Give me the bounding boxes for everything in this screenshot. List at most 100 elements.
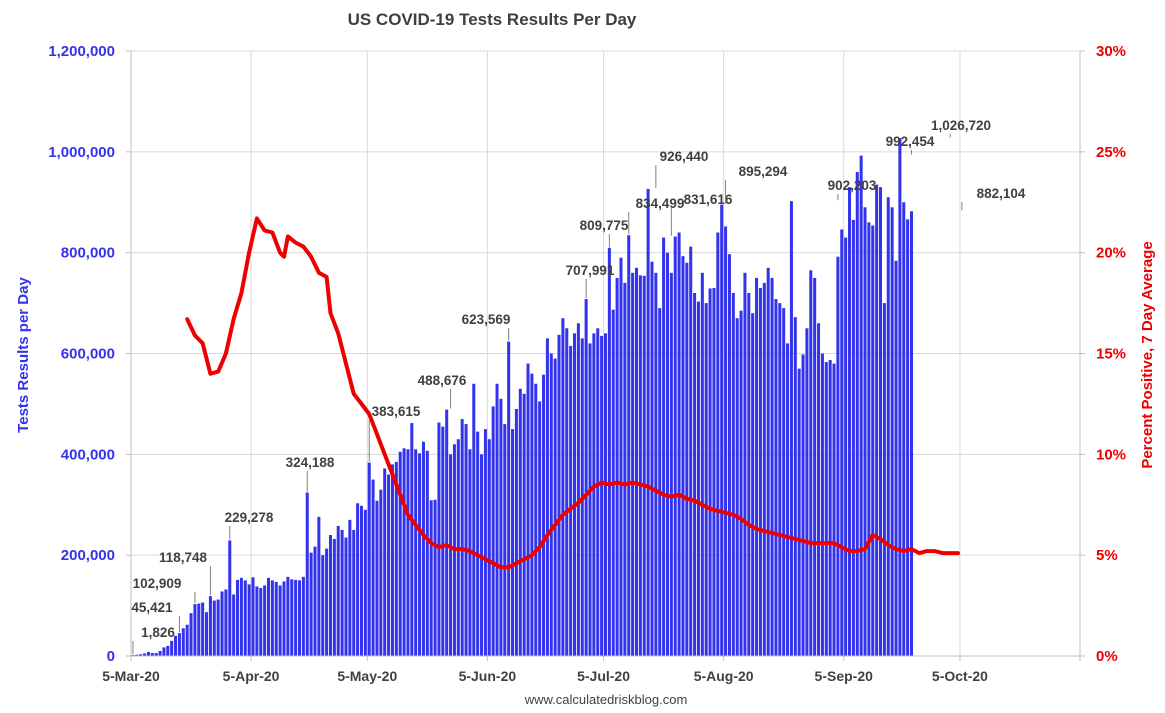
bar [301,576,305,656]
bar [638,275,642,656]
x-tick-label: 5-Sep-20 [815,668,874,684]
bar [727,254,731,656]
y-tick-label-right: 30% [1096,43,1126,60]
source-credit: www.calculatedriskblog.com [524,692,688,707]
bar [755,277,759,656]
bar [538,401,542,656]
bar [553,358,557,656]
bar [646,188,650,656]
bar [212,600,216,656]
bar [476,431,480,656]
bar [181,628,185,656]
bar [677,232,681,656]
bar [317,516,321,656]
bar [185,624,189,656]
bar [747,293,751,656]
x-tick-label: 5-Mar-20 [102,668,160,684]
bar [696,301,700,656]
x-tick-label: 5-Jul-20 [577,668,630,684]
bar [909,211,914,656]
bar [383,468,387,656]
bar [177,633,181,656]
bar [348,519,352,656]
bar [619,257,623,656]
bar [820,353,824,656]
annotation-label: 45,421 [131,600,173,615]
bar [511,429,515,656]
y-tick-label-right: 25% [1096,144,1126,161]
bar [871,225,875,657]
y-tick-label-right: 15% [1096,346,1126,363]
bar [859,155,863,657]
bar [762,282,766,656]
bar [290,579,294,656]
bar [344,537,348,656]
annotation-label: 902,203 [828,178,877,193]
bar [236,579,240,656]
bar [220,591,224,656]
bar [309,552,313,656]
bar [507,341,511,656]
bar [495,383,499,656]
bar [627,235,631,656]
y-tick-label-left: 600,000 [61,346,115,363]
bar [297,580,302,656]
bar [278,585,282,656]
x-tick-label: 5-Aug-20 [694,668,754,684]
bar [146,651,150,656]
bar [174,635,178,656]
bar [751,313,755,656]
bar [332,539,336,656]
bar [596,328,600,656]
bar [514,408,518,656]
bar [208,596,212,656]
bar [724,226,728,656]
bar [356,503,360,656]
bar [658,308,662,656]
bar [449,454,453,656]
bar [445,409,449,656]
bar [328,535,332,656]
bar [565,328,569,656]
bar [197,603,201,656]
y-tick-label-left: 1,200,000 [48,43,115,60]
bar [418,453,422,656]
bar [813,277,817,656]
bar [786,343,790,656]
bar [797,368,801,656]
bar [503,424,507,656]
annotation-label: 895,294 [739,164,788,179]
bar [352,529,356,656]
bar [367,462,371,656]
x-tick-label: 5-Oct-20 [932,668,988,684]
bar [294,579,298,656]
bar [340,529,344,656]
bar [774,299,778,656]
bar [848,187,852,656]
bar [712,287,716,656]
bar [410,423,414,656]
bar [573,333,577,656]
bar [782,308,786,656]
bar [689,246,693,656]
bar [906,219,910,656]
bar [592,333,596,656]
bar [266,577,271,656]
bar [154,652,158,656]
bar [379,489,383,656]
bar [143,653,147,656]
bar [809,270,813,656]
bar [325,548,329,656]
bar [758,287,762,656]
bar [828,360,832,656]
bar [789,201,793,656]
annotation-label: 809,775 [580,218,629,233]
bar [487,439,491,656]
bar [429,500,433,656]
bar [359,505,363,656]
bar [615,277,619,656]
bar [270,580,274,656]
annotation-label: 926,440 [660,149,709,164]
bar [263,585,267,656]
